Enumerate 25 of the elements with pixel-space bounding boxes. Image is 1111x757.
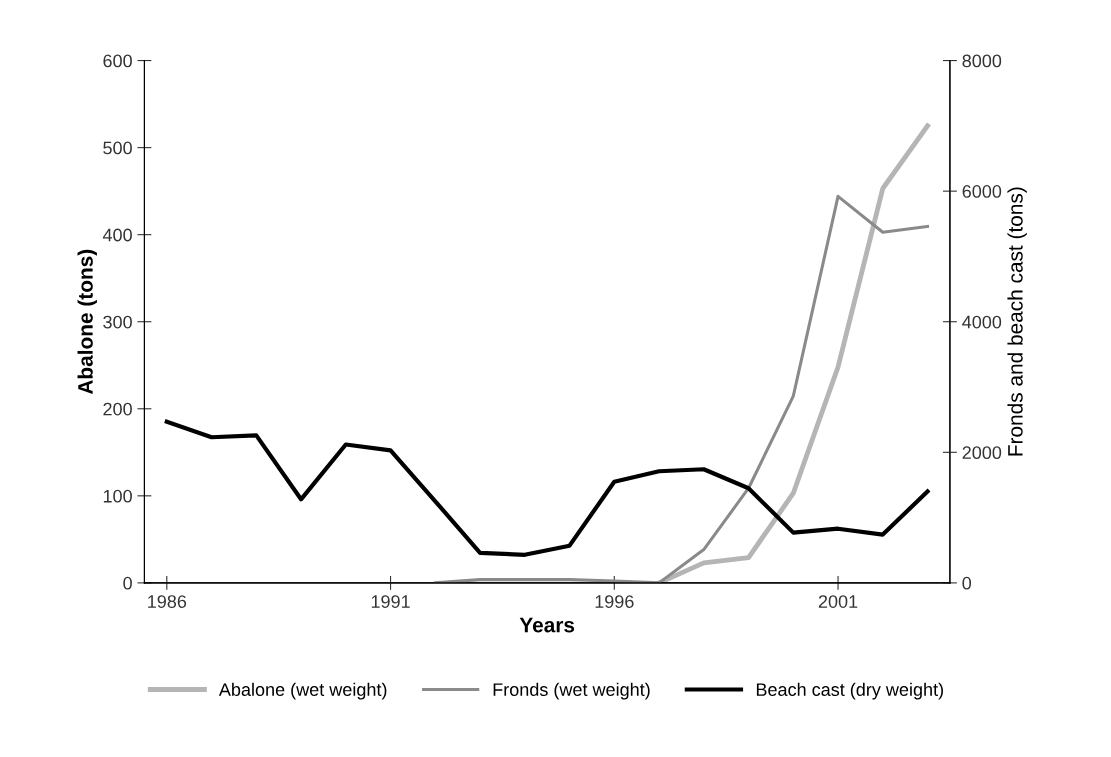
y-axis-title: Abalone (tons) xyxy=(77,249,97,395)
line-series xyxy=(656,123,930,583)
y-tick-label: 500 xyxy=(103,141,132,155)
y2-tick-label: 2000 xyxy=(962,446,1002,460)
y2-tick-label: 6000 xyxy=(962,185,1002,198)
y-tick-label: 100 xyxy=(103,489,132,503)
y-tick-label: 300 xyxy=(103,315,132,329)
legend-label: Beach cast (dry weight) xyxy=(756,682,943,700)
y2-tick-label: 4000 xyxy=(962,315,1002,329)
x-axis-title: Years xyxy=(519,617,575,633)
legend-label: Fronds (wet weight) xyxy=(493,682,650,700)
x-tick-label: 1991 xyxy=(371,595,410,608)
y-tick-label: 0 xyxy=(123,576,132,590)
line-series xyxy=(164,419,930,557)
y2-tick-label: 8000 xyxy=(962,54,1002,68)
y-tick-label: 400 xyxy=(102,228,132,242)
y2-tick-label: 0 xyxy=(962,576,972,590)
legend-label: Abalone (wet weight) xyxy=(218,682,387,700)
y-tick-label: 200 xyxy=(103,402,132,416)
line-series xyxy=(433,194,930,583)
y-tick-label: 600 xyxy=(103,54,132,68)
x-tick-label: 1996 xyxy=(595,595,634,608)
x-tick-label: 1986 xyxy=(148,595,187,608)
y2-axis-title: Fronds and beach cast (tons) xyxy=(1007,187,1027,456)
x-tick-label: 2001 xyxy=(818,595,858,608)
